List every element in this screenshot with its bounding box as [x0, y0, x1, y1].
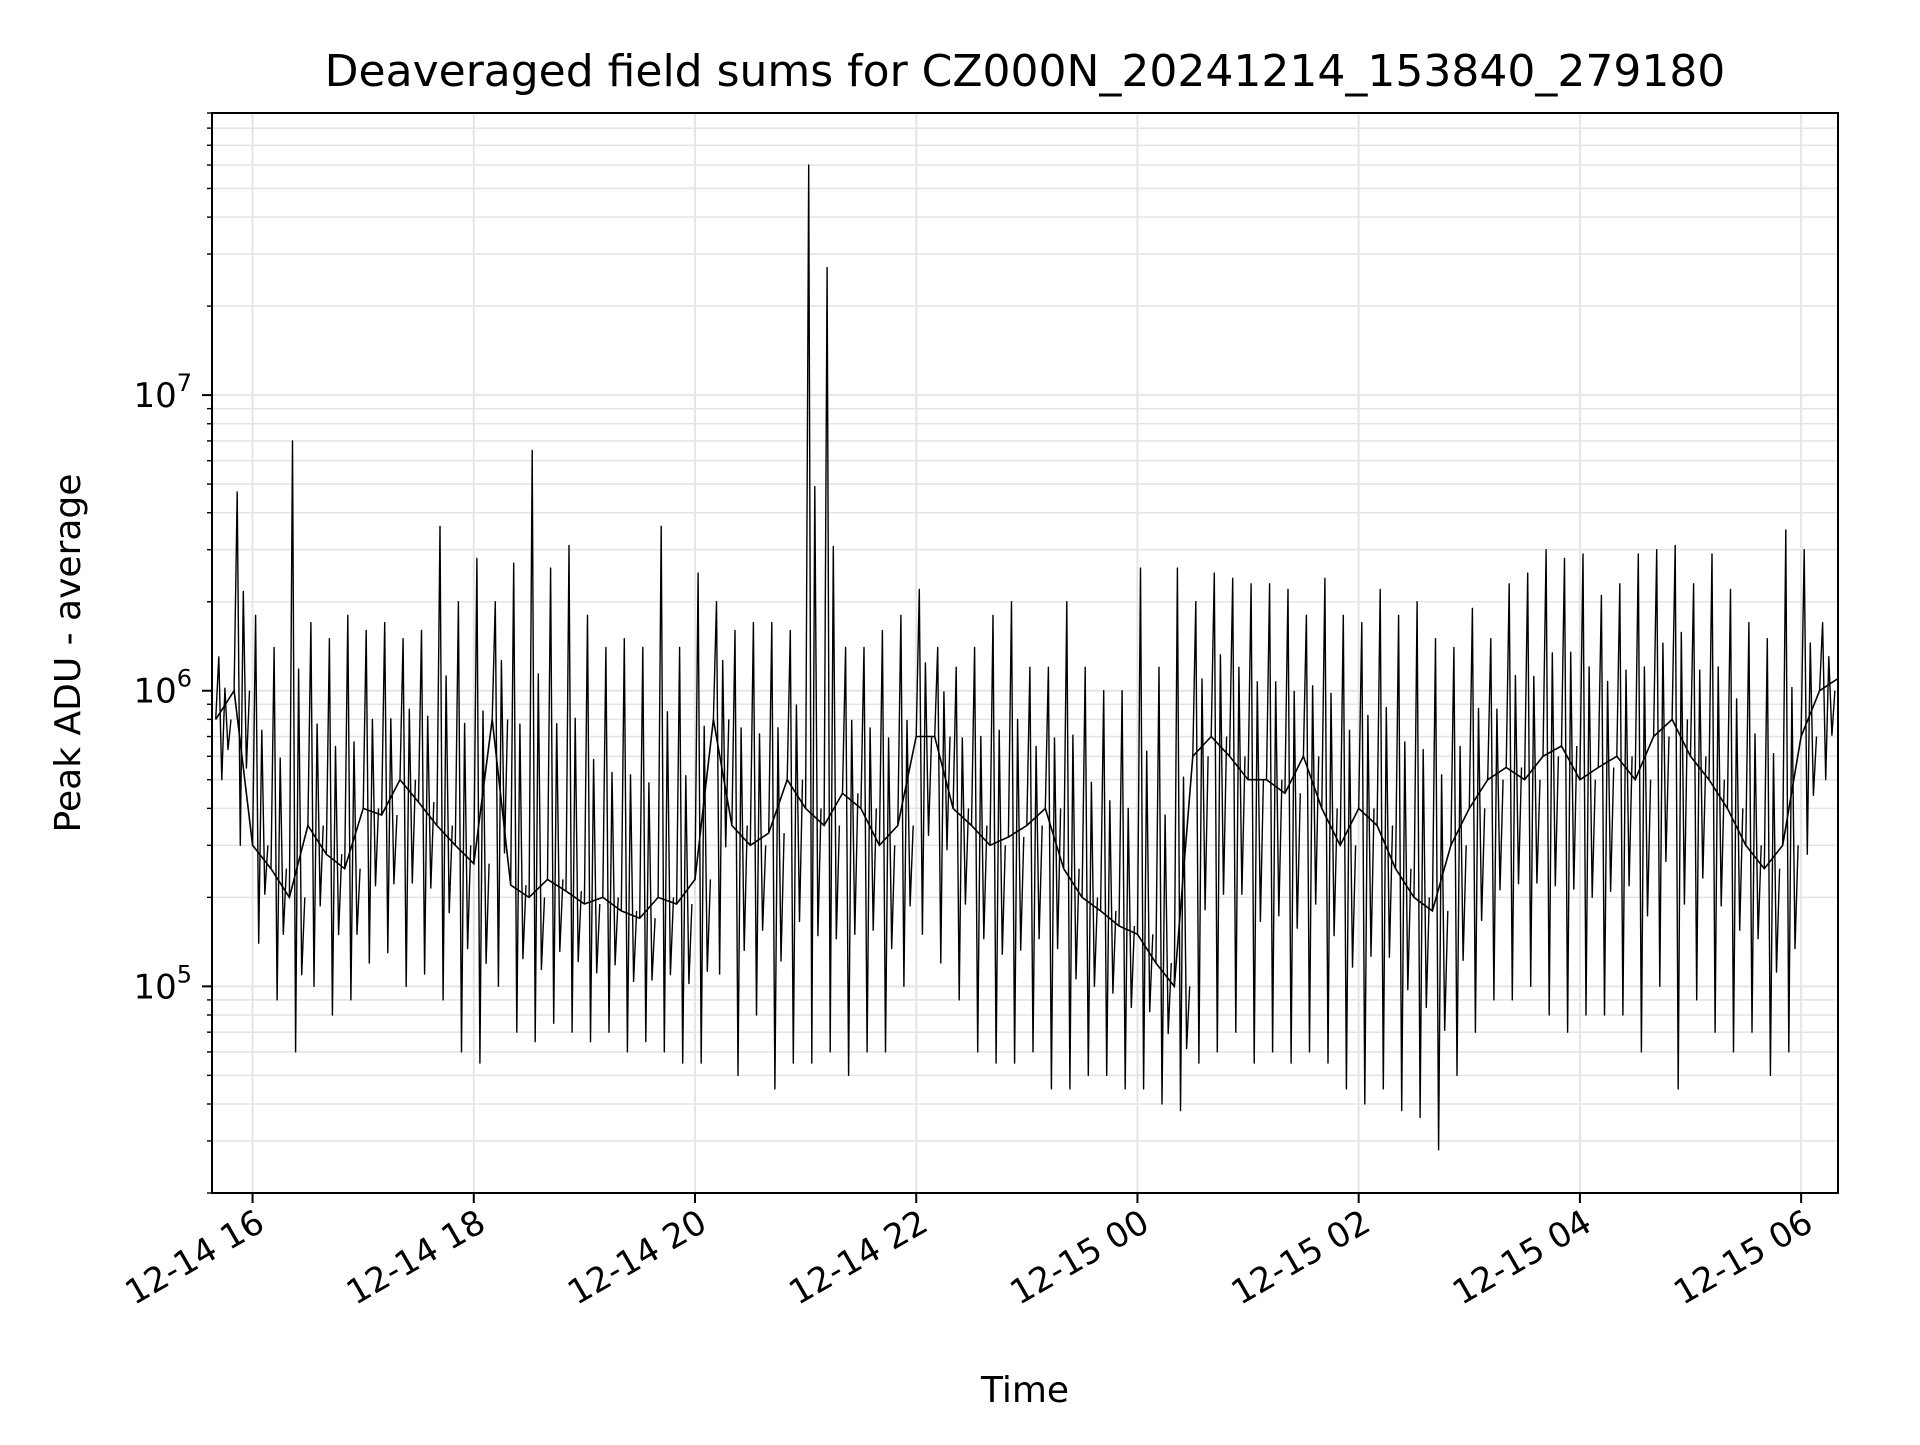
plot-frame [211, 112, 1839, 1194]
series [215, 164, 1839, 1151]
x-tick-label: 12-14 20 [561, 1202, 713, 1313]
grid [212, 112, 1838, 1194]
y-tick-label: 107 [133, 369, 192, 416]
x-tick-label: 12-15 04 [1446, 1202, 1598, 1313]
x-axis-label: Time [980, 1370, 1069, 1411]
x-tick-label: 12-14 16 [119, 1202, 271, 1313]
chart-title: Deaveraged field sums for CZ000N_2024121… [325, 46, 1726, 97]
y-axis-label: Peak ADU - average [48, 474, 89, 833]
x-tick-label: 12-14 22 [782, 1202, 934, 1313]
series-line [215, 677, 1839, 989]
ticks: 105 106 107 12-14 16 12-14 18 12-14 20 12-14 2… [119, 112, 1820, 1313]
x-tick-label: 12-15 06 [1667, 1202, 1819, 1313]
y-tick-label: 106 [133, 665, 192, 712]
x-tick-label: 12-15 00 [1004, 1202, 1156, 1313]
y-tick-label: 105 [133, 960, 192, 1007]
x-tick-label: 12-15 02 [1225, 1202, 1377, 1313]
series-envelope [215, 164, 1839, 1151]
x-tick-label: 12-14 18 [340, 1202, 492, 1313]
